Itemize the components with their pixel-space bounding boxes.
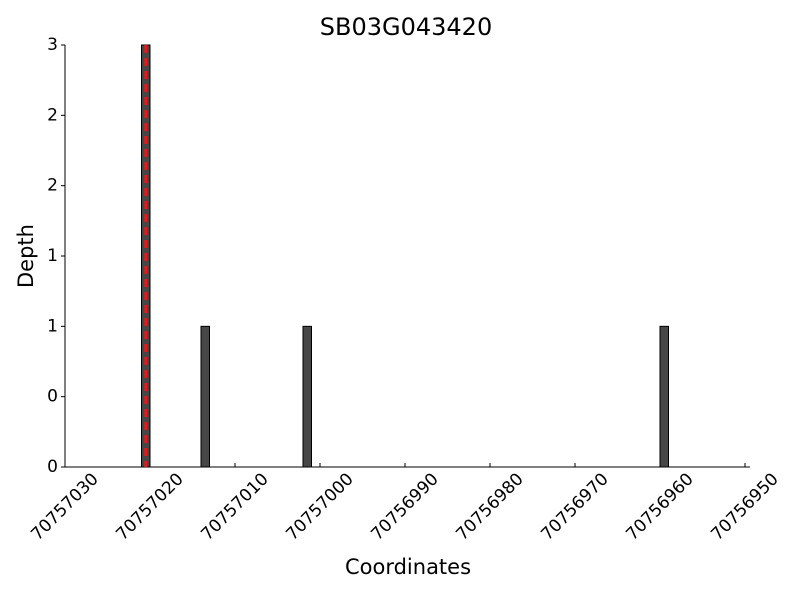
x-tick-label: 70756980 xyxy=(452,469,527,544)
y-tick-label: 1 xyxy=(47,246,58,266)
y-tick-label: 2 xyxy=(47,176,58,196)
bar xyxy=(200,325,210,468)
x-axis-label: Coordinates xyxy=(345,555,471,579)
x-tick-label: 70756990 xyxy=(367,469,442,544)
x-tick-label: 70756960 xyxy=(622,469,697,544)
chart-title: SB03G043420 xyxy=(320,13,492,41)
x-tick-label: 70756950 xyxy=(707,469,782,544)
x-tick-label: 70756970 xyxy=(537,469,612,544)
y-tick-label: 1 xyxy=(47,316,58,336)
y-axis-label: Depth xyxy=(14,224,38,288)
y-tick-label: 0 xyxy=(47,457,58,477)
y-tick-label: 0 xyxy=(47,387,58,407)
bar xyxy=(302,325,312,468)
y-tick-label: 2 xyxy=(47,105,58,125)
x-tick-label: 70757030 xyxy=(27,469,102,544)
x-tick-label: 70757000 xyxy=(282,469,357,544)
y-tick-label: 3 xyxy=(47,35,58,55)
x-tick-label: 70757020 xyxy=(112,469,187,544)
bar xyxy=(659,325,669,468)
x-tick-label: 70757010 xyxy=(197,469,272,544)
